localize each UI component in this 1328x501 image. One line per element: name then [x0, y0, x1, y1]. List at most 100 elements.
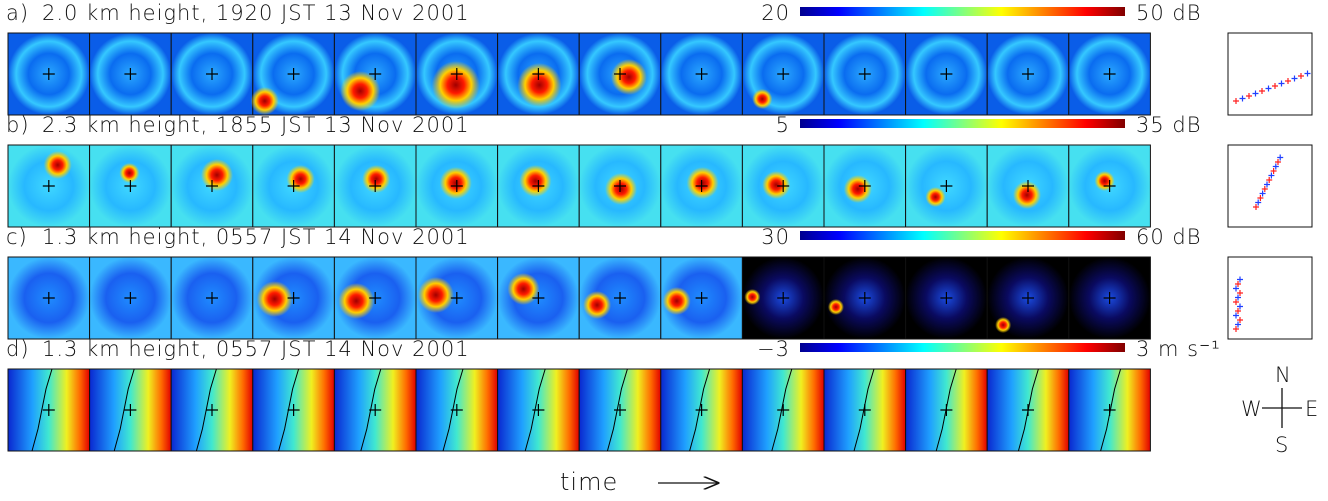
- center-cross: [614, 180, 626, 192]
- contour: [442, 368, 464, 452]
- contour: [524, 368, 546, 452]
- echo-blob: [925, 187, 946, 207]
- center-cross: [1022, 292, 1034, 304]
- center-cross: [369, 68, 382, 80]
- center-cross: [369, 292, 382, 304]
- track-point: [1272, 163, 1279, 170]
- track-point: [1272, 83, 1278, 89]
- track-point: [1235, 294, 1241, 301]
- echo-blob: [604, 173, 637, 205]
- center-cross: [287, 292, 300, 304]
- track-point: [1298, 73, 1304, 79]
- center-cross: [940, 68, 953, 80]
- center-cross: [614, 68, 626, 80]
- echo-blob: [431, 61, 480, 109]
- echo-blob: [417, 277, 454, 313]
- track-point: [1237, 317, 1243, 323]
- track-point: [1253, 204, 1259, 210]
- row-title: 2.3 km height, 1855 JST 13 Nov 2001: [42, 113, 470, 137]
- center-cross: [777, 180, 790, 192]
- panel-row: c) 1.3 km height, 0557 JST 14 Nov 2001 30 6…: [6, 225, 1313, 340]
- center-cross: [1103, 404, 1116, 416]
- center-cross: [1103, 68, 1116, 80]
- row-label: a): [6, 1, 29, 25]
- center-cross: [450, 180, 463, 192]
- center-cross: [450, 292, 463, 304]
- contour: [278, 368, 300, 452]
- track-point: [1252, 90, 1259, 97]
- track-point: [1233, 312, 1239, 319]
- center-cross: [777, 68, 790, 80]
- panel-row: b) 2.3 km height, 1855 JST 13 Nov 2001 5 35…: [6, 113, 1313, 228]
- track-point: [1237, 303, 1243, 310]
- contour: [853, 368, 875, 452]
- center-cross: [940, 180, 953, 192]
- scale-min: −3: [757, 337, 790, 361]
- scale-min: 20: [761, 1, 790, 25]
- contour: [689, 368, 711, 452]
- contour: [113, 368, 135, 452]
- echo-blob: [256, 281, 293, 317]
- track-point: [1259, 190, 1266, 197]
- echo-blob: [752, 89, 773, 109]
- echo-blob: [340, 71, 381, 111]
- echo-blob: [439, 167, 472, 199]
- track-point: [1270, 168, 1277, 174]
- panel-row: d) 1.3 km height, 0557 JST 14 Nov 2001 −3 3…: [6, 337, 1220, 452]
- compass-e: E: [1305, 397, 1319, 421]
- track-point: [1291, 75, 1298, 82]
- track-point: [1304, 70, 1311, 77]
- center-cross: [532, 292, 545, 304]
- track-point: [1235, 321, 1241, 328]
- track-point: [1257, 195, 1264, 201]
- center-cross: [858, 180, 871, 192]
- center-cross: [1022, 404, 1034, 416]
- echo-blob: [43, 151, 72, 179]
- track-point: [1278, 80, 1285, 87]
- time-label: time: [560, 468, 618, 496]
- echo-blob: [362, 165, 391, 193]
- center-cross: [287, 180, 300, 192]
- center-cross: [695, 292, 708, 304]
- echo-blob: [1013, 181, 1042, 209]
- center-cross: [124, 68, 137, 80]
- echo-blob: [200, 159, 233, 191]
- track-point: [1237, 276, 1243, 283]
- center-cross: [1103, 292, 1116, 304]
- scale-min: 5: [776, 113, 790, 137]
- contour: [195, 368, 217, 452]
- row-label: c): [6, 225, 28, 249]
- echo-blob: [338, 283, 375, 319]
- center-cross: [532, 404, 545, 416]
- track-point: [1233, 285, 1239, 292]
- track-point: [1265, 85, 1272, 92]
- track-point: [1268, 172, 1275, 179]
- echo-blob: [583, 291, 612, 319]
- echo-blob: [517, 63, 562, 107]
- contour: [1100, 368, 1122, 452]
- center-cross: [206, 180, 218, 192]
- panel-row: a) 2.0 km height, 1920 JST 13 Nov 2001 20 5…: [6, 1, 1313, 116]
- rows: a) 2.0 km height, 1920 JST 13 Nov 2001 20 5…: [6, 1, 1313, 452]
- center-cross: [450, 404, 463, 416]
- echo-blob: [119, 163, 140, 183]
- compass-w: W: [1241, 397, 1263, 421]
- center-cross: [858, 68, 871, 80]
- center-cross: [124, 180, 137, 192]
- center-cross: [287, 404, 300, 416]
- echo-blob: [610, 59, 647, 95]
- echo-blob: [995, 317, 1012, 333]
- center-cross: [206, 292, 218, 304]
- center-cross: [42, 404, 55, 416]
- track-point: [1235, 281, 1241, 287]
- center-cross: [287, 68, 300, 80]
- track-point: [1255, 199, 1262, 206]
- track-point: [1246, 93, 1252, 99]
- track-panel: [1227, 32, 1313, 116]
- colorbar: [800, 343, 1125, 352]
- track-point: [1233, 326, 1239, 332]
- center-cross: [858, 404, 871, 416]
- colorbar: [800, 231, 1125, 240]
- track-panel: [1227, 256, 1313, 340]
